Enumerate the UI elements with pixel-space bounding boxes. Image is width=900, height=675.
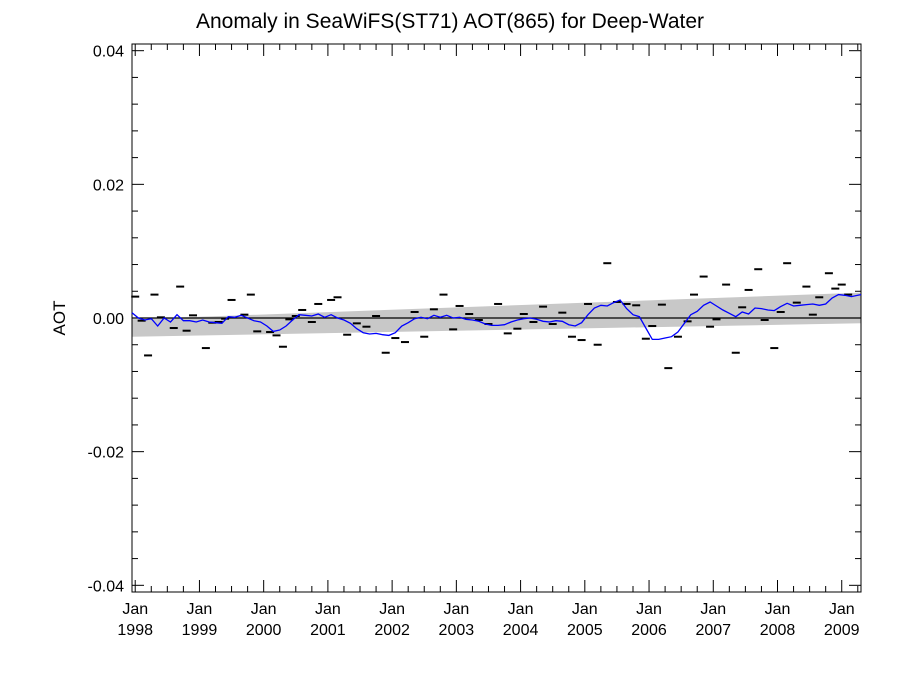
x-tick-year: 2004 [503,622,539,639]
x-tick-month: Jan [379,601,405,618]
x-tick-year: 1998 [117,622,153,639]
x-tick-month: Jan [122,601,148,618]
smoothed-series-line [131,293,862,341]
x-tick-year: 2009 [824,622,860,639]
x-tick-month: Jan [765,601,791,618]
y-tick-label: 0.00 [93,311,124,328]
x-tick-month: Jan [572,601,598,618]
x-tick-month: Jan [829,601,855,618]
y-tick-label: -0.02 [88,445,125,462]
y-tick-label: 0.04 [93,44,124,61]
y-tick-label: 0.02 [93,177,124,194]
x-tick-month: Jan [508,601,534,618]
x-tick-year: 2003 [439,622,475,639]
x-tick-year: 2006 [631,622,667,639]
x-tick-year: 2001 [310,622,346,639]
x-tick-month: Jan [315,601,341,618]
trend-band [132,292,861,337]
x-tick-year: 2002 [374,622,410,639]
x-tick-year: 1999 [182,622,218,639]
x-tick-month: Jan [251,601,277,618]
x-tick-month: Jan [443,601,469,618]
x-tick-year: 2005 [567,622,603,639]
x-tick-month: Jan [187,601,213,618]
chart-title: Anomaly in SeaWiFS(ST71) AOT(865) for De… [195,10,705,33]
y-tick-label: -0.04 [88,578,125,595]
x-tick-month: Jan [636,601,662,618]
x-tick-year: 2008 [760,622,796,639]
x-tick-month: Jan [700,601,726,618]
x-tick-year: 2007 [695,622,731,639]
x-tick-year: 2000 [246,622,282,639]
